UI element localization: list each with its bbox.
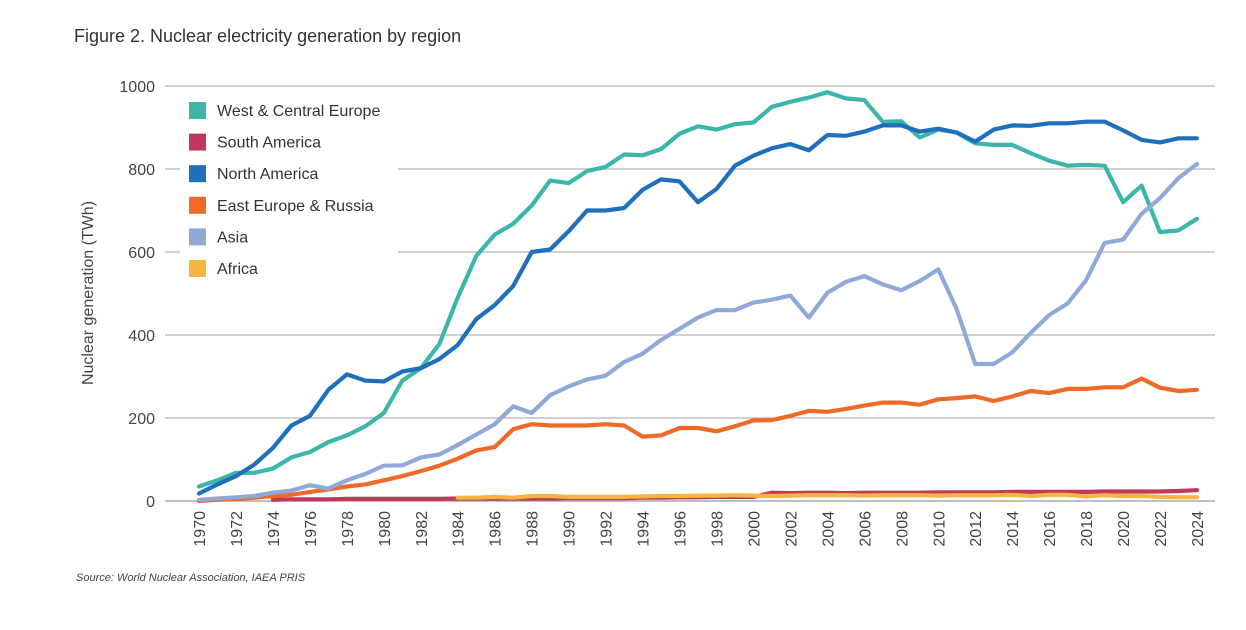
- x-tick-label: 2006: [857, 511, 874, 547]
- series-line-asia: [196, 161, 1200, 502]
- legend-label: West & Central Europe: [217, 103, 380, 120]
- y-axis-title: Nuclear generation (TWh): [80, 201, 97, 385]
- y-tick-label: 200: [128, 411, 155, 428]
- x-tick-label: 1984: [451, 511, 468, 547]
- x-tick-label: 2002: [783, 511, 800, 547]
- x-tick-label: 1978: [340, 511, 357, 547]
- x-tick-label: 1976: [303, 511, 320, 547]
- legend-swatch: [189, 102, 206, 119]
- x-tick-label: 1998: [709, 511, 726, 547]
- legend-label: South America: [217, 135, 321, 152]
- series-line-north-america: [196, 119, 1200, 496]
- x-tick-label: 2004: [820, 511, 837, 547]
- legend-label: East Europe & Russia: [217, 198, 374, 215]
- x-tick-label: 2016: [1042, 511, 1059, 547]
- legend-label: North America: [217, 166, 318, 183]
- x-tick-label: 1992: [599, 511, 616, 547]
- source-note: Source: World Nuclear Association, IAEA …: [76, 572, 306, 584]
- y-tick-label: 400: [128, 328, 155, 345]
- series-line-west-central-europe: [196, 90, 1200, 489]
- legend-label: Africa: [217, 261, 258, 278]
- x-tick-label: 1988: [525, 511, 542, 547]
- legend-swatch: [189, 196, 206, 214]
- x-tick-label: 2008: [894, 511, 911, 547]
- x-tick-label: 1986: [488, 511, 505, 547]
- x-tick-label: 1972: [229, 511, 246, 547]
- y-tick-label: 1000: [119, 79, 155, 96]
- y-tick-label: 600: [128, 245, 155, 262]
- legend-swatch: [189, 228, 206, 246]
- x-tick-label: 1994: [636, 511, 653, 547]
- x-tick-label: 2022: [1153, 511, 1170, 547]
- y-tick-label: 0: [146, 494, 155, 511]
- legend-swatch: [189, 133, 206, 151]
- legend-swatch: [189, 260, 206, 277]
- x-tick-label: 2014: [1005, 511, 1022, 547]
- x-tick-label: 2018: [1079, 511, 1096, 547]
- x-tick-label: 1996: [673, 511, 690, 547]
- y-tick-label: 800: [128, 162, 155, 179]
- x-tick-label: 2024: [1190, 511, 1207, 547]
- x-tick-label: 1990: [562, 511, 579, 547]
- x-tick-label: 2020: [1116, 511, 1133, 547]
- x-tick-label: 1982: [414, 511, 431, 547]
- legend-label: Asia: [217, 229, 248, 246]
- legend-background: [180, 92, 398, 287]
- x-tick-label: 2000: [746, 511, 763, 547]
- legend-swatch: [189, 165, 206, 183]
- series-line-east-europe-russia: [196, 376, 1200, 504]
- x-tick-label: 1974: [266, 511, 283, 547]
- chart-title: Figure 2. Nuclear electricity generation…: [74, 26, 462, 46]
- x-tick-label: 1980: [377, 511, 394, 547]
- series-line-africa: [455, 492, 1200, 500]
- x-tick-label: 2010: [931, 511, 948, 547]
- x-tick-label: 1970: [192, 511, 209, 547]
- x-tick-label: 2012: [968, 511, 985, 547]
